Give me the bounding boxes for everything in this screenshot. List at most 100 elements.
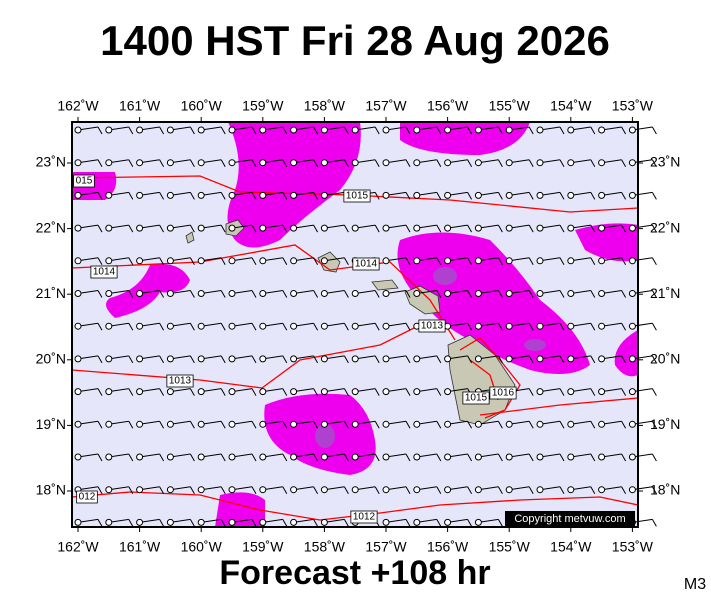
- wind-barb: [74, 159, 103, 167]
- wind-barb: [290, 126, 319, 135]
- barb-feather: [528, 159, 534, 167]
- wind-barb: [474, 126, 503, 135]
- barb-station: [628, 486, 636, 494]
- barb-station: [474, 453, 482, 461]
- barb-feather: [621, 355, 627, 364]
- barb-station: [474, 322, 482, 330]
- wind-barb: [197, 486, 226, 494]
- barb-feather: [343, 290, 349, 298]
- barb-feather: [343, 322, 349, 331]
- isobar-label-box: [343, 189, 371, 203]
- barb-station: [290, 257, 298, 265]
- barb-feather: [282, 257, 288, 266]
- wind-barb: [536, 420, 565, 429]
- map-title: 1400 HST Fri 28 Aug 2026: [100, 17, 610, 64]
- barb-feather: [436, 192, 442, 200]
- longitude-label: 161˚W: [119, 539, 161, 555]
- wind-barb: [505, 126, 534, 135]
- wind-barb: [105, 257, 134, 266]
- wind-barb: [197, 453, 226, 462]
- wind-barb: [628, 420, 657, 429]
- barb-feather: [651, 192, 657, 200]
- barb-station: [628, 290, 636, 297]
- barb-station: [228, 322, 236, 330]
- barb-station: [567, 191, 575, 199]
- wind-barb: [474, 486, 503, 494]
- barb-feather: [467, 126, 473, 135]
- barb-station: [444, 257, 452, 265]
- wind-barb: [351, 290, 380, 298]
- barb-station: [444, 453, 452, 461]
- barb-feather: [651, 421, 657, 429]
- wind-barb: [136, 355, 165, 364]
- wind-barb: [290, 388, 319, 396]
- barb-station: [197, 290, 205, 297]
- barb-feather: [621, 388, 627, 396]
- barb-feather: [313, 388, 319, 396]
- barb-feather: [343, 421, 349, 429]
- barb-station: [567, 355, 575, 363]
- wind-barb: [382, 290, 411, 298]
- barb-feather: [251, 126, 257, 135]
- barb-feather: [97, 159, 103, 167]
- wind-barb: [166, 420, 195, 429]
- wind-barb: [567, 159, 596, 167]
- barb-station: [505, 159, 513, 167]
- barb-station: [228, 388, 236, 396]
- wind-barb: [598, 388, 627, 396]
- barb-station: [320, 159, 328, 167]
- barb-station: [259, 159, 267, 167]
- barb-feather: [220, 486, 226, 494]
- barb-station: [536, 322, 544, 330]
- barb-station: [259, 486, 267, 494]
- barb-feather: [405, 322, 411, 331]
- wind-barb: [598, 420, 627, 429]
- wind-barb: [320, 388, 349, 396]
- barb-feather: [590, 453, 596, 462]
- barb-feather: [251, 159, 257, 167]
- wind-barb: [105, 420, 134, 429]
- latitude-label: 20˚N: [650, 351, 680, 367]
- wind-barb: [351, 355, 380, 364]
- barb-station: [598, 388, 606, 396]
- wind-barb: [382, 257, 411, 266]
- barb-station: [320, 453, 328, 461]
- barb-station: [105, 224, 113, 232]
- barb-station: [74, 224, 82, 232]
- barb-feather: [374, 322, 380, 331]
- wind-barb: [413, 388, 442, 396]
- barb-station: [413, 224, 421, 232]
- barb-feather: [651, 159, 657, 167]
- barb-feather: [497, 126, 503, 135]
- barb-station: [228, 191, 236, 199]
- isobar-label-box: [418, 319, 446, 333]
- wind-barb: [351, 224, 380, 233]
- barb-feather: [189, 257, 195, 266]
- wind-barb: [567, 453, 596, 462]
- wind-barb: [536, 322, 565, 331]
- wind-barb: [105, 486, 134, 494]
- wind-barb: [290, 486, 319, 494]
- barb-feather: [590, 224, 596, 233]
- wind-barb: [505, 257, 534, 266]
- wind-barb: [320, 355, 349, 364]
- wind-barb: [197, 257, 226, 266]
- barb-station: [474, 159, 482, 167]
- wind-barb: [444, 486, 473, 494]
- barb-station: [228, 518, 236, 526]
- barb-station: [505, 420, 513, 428]
- barb-station: [74, 290, 82, 297]
- barb-feather: [159, 126, 165, 135]
- barb-feather: [467, 159, 473, 167]
- isobar-label-box: [90, 265, 118, 279]
- wind-barb: [290, 191, 319, 200]
- barb-station: [105, 388, 113, 396]
- barb-feather: [651, 453, 657, 462]
- barb-feather: [97, 388, 103, 396]
- barb-feather: [313, 224, 319, 233]
- wind-barb: [474, 322, 503, 331]
- barb-station: [228, 420, 236, 428]
- wind-barb: [259, 355, 288, 364]
- wind-barb: [105, 453, 134, 462]
- barb-station: [166, 518, 174, 526]
